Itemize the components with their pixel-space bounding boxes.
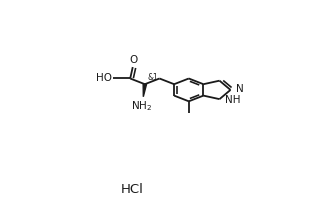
Text: O: O [129, 55, 137, 65]
Text: N: N [236, 84, 244, 94]
Text: HO: HO [96, 73, 112, 83]
Text: NH$_2$: NH$_2$ [131, 99, 152, 113]
Text: HCl: HCl [121, 183, 143, 196]
Text: &1: &1 [147, 72, 158, 82]
Polygon shape [143, 84, 146, 97]
Text: NH: NH [225, 95, 241, 105]
